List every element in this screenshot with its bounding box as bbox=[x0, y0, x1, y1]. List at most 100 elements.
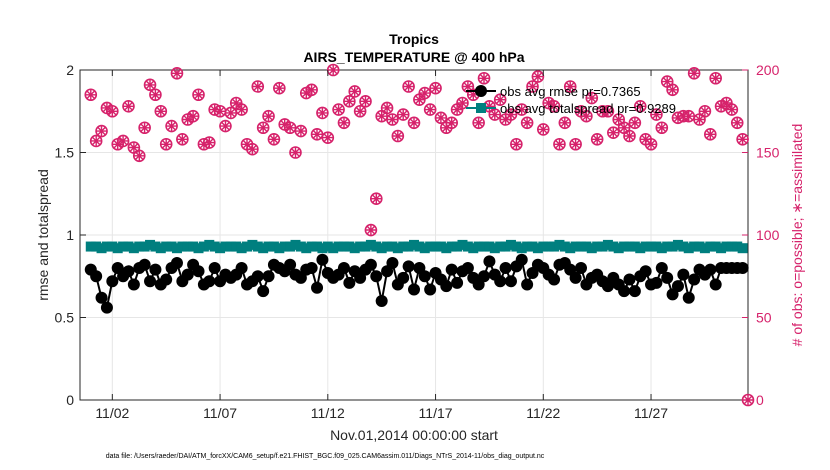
obs-possible-point bbox=[359, 95, 372, 108]
rmse-point bbox=[284, 258, 297, 271]
rmse-point bbox=[235, 262, 248, 274]
obs-possible-point bbox=[165, 119, 178, 133]
obs-assimilated-point bbox=[344, 96, 355, 107]
rmse-point bbox=[402, 260, 415, 273]
obs-assimilated-point bbox=[602, 106, 613, 117]
obs-assimilated-point bbox=[576, 106, 586, 117]
spread-point bbox=[425, 241, 436, 252]
spread-point bbox=[651, 241, 662, 252]
spread-point bbox=[705, 241, 716, 252]
spread-point bbox=[446, 241, 457, 252]
obs-assimilated-point bbox=[559, 117, 570, 128]
spread-point bbox=[532, 243, 543, 254]
obs-possible-point bbox=[472, 116, 485, 130]
chart-subtitle: AIRS_TEMPERATURE @ 400 hPa bbox=[303, 49, 524, 65]
obs-possible-point bbox=[477, 71, 491, 85]
obs-possible-point bbox=[493, 93, 507, 106]
obs-assimilated-point bbox=[732, 117, 743, 128]
obs-assimilated-point bbox=[435, 112, 446, 123]
obs-assimilated-point bbox=[317, 107, 328, 118]
rmse-point bbox=[170, 257, 183, 270]
spread-point bbox=[107, 241, 118, 252]
spread-point bbox=[419, 243, 430, 254]
obs-possible-point bbox=[369, 192, 383, 205]
obs-possible-point bbox=[628, 116, 642, 130]
x-axis-label: Nov.01,2014 00:00:00 start bbox=[330, 427, 498, 443]
obs-possible-point bbox=[418, 86, 432, 100]
rmse-point bbox=[461, 262, 474, 274]
spread-point bbox=[732, 241, 743, 252]
rmse-point bbox=[424, 283, 437, 296]
obs-possible-point bbox=[267, 133, 281, 146]
x-tick-label: 11/27 bbox=[634, 405, 668, 421]
obs-assimilated-point bbox=[473, 117, 484, 128]
spread-point bbox=[409, 239, 419, 250]
obs-assimilated-point bbox=[597, 106, 608, 117]
obs-assimilated-point bbox=[737, 134, 748, 145]
spread-point bbox=[430, 241, 441, 252]
obs-assimilated-point bbox=[409, 117, 419, 128]
obs-assimilated-point bbox=[710, 73, 721, 84]
obs-possible-point bbox=[703, 128, 717, 141]
obs-assimilated-point bbox=[694, 114, 705, 125]
x-tick-label: 11/17 bbox=[419, 405, 453, 421]
rmse-point bbox=[375, 295, 388, 307]
obs-possible-point bbox=[423, 103, 437, 116]
y-left-tick-label: 1 bbox=[66, 227, 74, 243]
spread-point bbox=[586, 243, 597, 254]
spread-point bbox=[155, 243, 166, 254]
rmse-point bbox=[521, 278, 534, 291]
obs-assimilated-point bbox=[365, 225, 376, 235]
obs-possible-point bbox=[348, 85, 362, 98]
obs-assimilated-point bbox=[581, 111, 592, 122]
obs-assimilated-point bbox=[592, 134, 603, 145]
obs-assimilated-point bbox=[209, 104, 220, 115]
obs-possible-point bbox=[337, 116, 351, 130]
obs-assimilated-point bbox=[290, 147, 301, 158]
rmse-point bbox=[704, 263, 717, 276]
spread-point bbox=[171, 243, 182, 254]
obs-possible-point bbox=[655, 121, 669, 135]
obs-assimilated-point bbox=[516, 104, 527, 115]
obs-possible-point bbox=[132, 149, 146, 163]
obs-assimilated-point bbox=[285, 122, 296, 133]
axis-ticks: 11/02 11/07 11/12 11/17 11/22 11/2700.511.520… bbox=[55, 62, 780, 421]
obs-assimilated-point bbox=[225, 107, 236, 118]
rmse-point bbox=[709, 278, 722, 291]
obs-possible-point bbox=[353, 104, 367, 118]
spread-point bbox=[225, 241, 236, 252]
obs-possible-point bbox=[407, 116, 421, 130]
spread-point bbox=[689, 241, 700, 252]
obs-assimilated-point bbox=[112, 139, 123, 150]
spread-point bbox=[204, 239, 215, 250]
obs-assimilated-point bbox=[721, 98, 732, 108]
spread-point bbox=[543, 241, 554, 252]
obs-assimilated-point bbox=[457, 98, 468, 108]
rmse-point bbox=[639, 265, 652, 278]
spread-point bbox=[403, 241, 414, 252]
spread-point bbox=[295, 241, 306, 252]
legend-rmse-marker bbox=[475, 85, 487, 97]
spread-point bbox=[101, 241, 112, 252]
obs-count-series bbox=[84, 63, 755, 407]
y-left-tick-label: 2 bbox=[66, 62, 74, 78]
obs-possible-point bbox=[536, 123, 550, 136]
rmse-point bbox=[451, 276, 464, 289]
spread-point bbox=[576, 241, 586, 252]
spread-point bbox=[678, 241, 689, 252]
spread-point bbox=[376, 243, 387, 254]
x-tick-label: 11/12 bbox=[311, 405, 345, 421]
obs-assimilated-point bbox=[403, 81, 414, 92]
spread-point bbox=[242, 241, 252, 252]
rmse-point bbox=[494, 275, 507, 288]
obs-assimilated-point bbox=[295, 126, 306, 137]
obs-assimilated-point bbox=[398, 109, 409, 120]
obs-assimilated-point bbox=[274, 83, 285, 94]
obs-possible-point bbox=[95, 124, 108, 138]
spread-point bbox=[209, 241, 220, 252]
obs-assimilated-point bbox=[322, 132, 333, 143]
obs-possible-point bbox=[192, 88, 205, 102]
obs-assimilated-point bbox=[139, 122, 150, 133]
spread-point bbox=[360, 241, 371, 252]
rmse-point bbox=[316, 253, 329, 266]
